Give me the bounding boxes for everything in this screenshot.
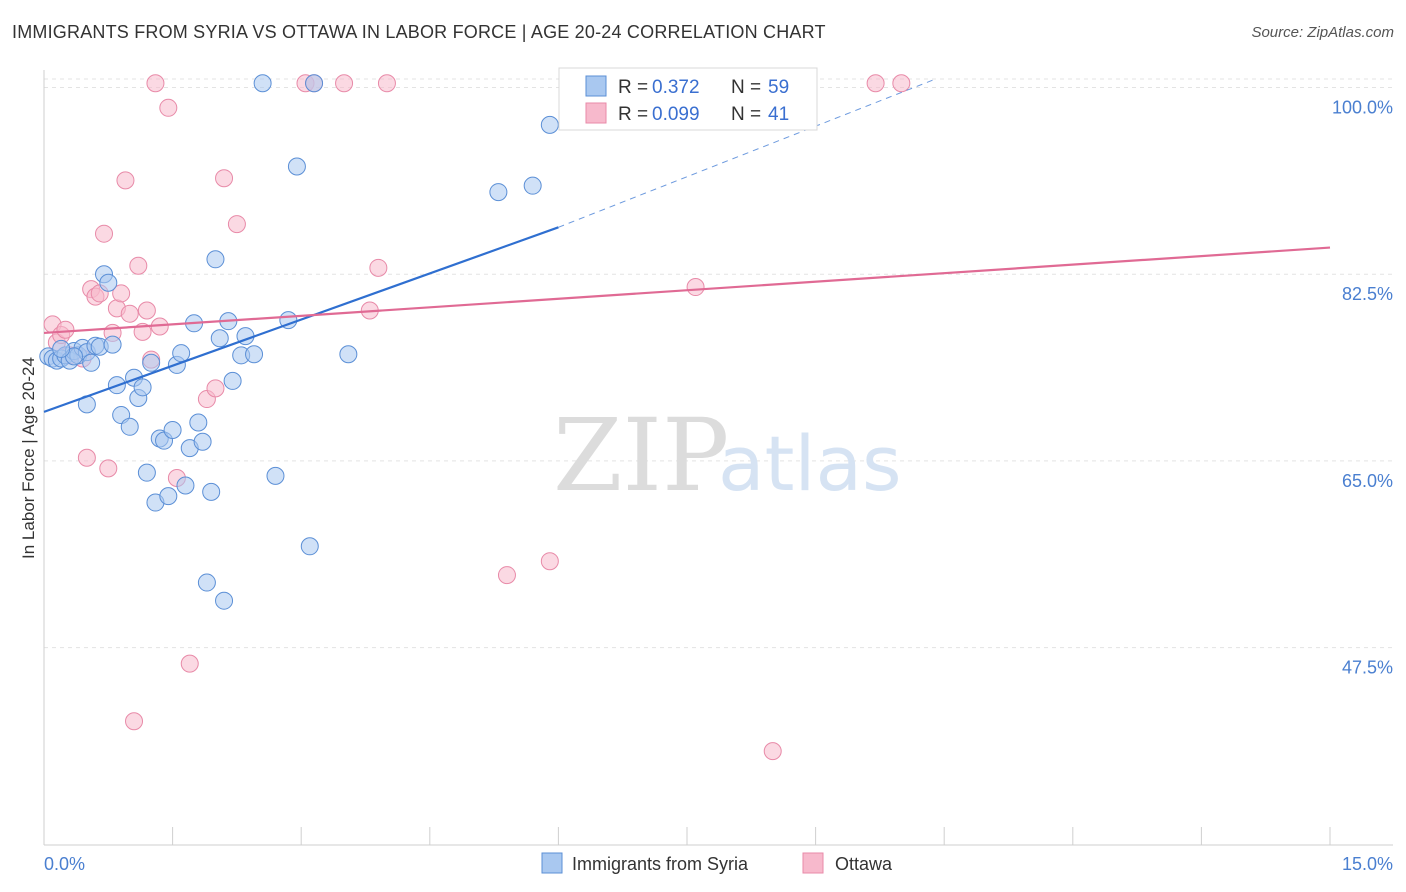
legend-swatch-blue [585, 75, 607, 97]
ottawa-point [120, 304, 139, 323]
ottawa-point [99, 459, 118, 478]
syria-point [245, 345, 264, 364]
syria-point [159, 487, 178, 506]
legend-r-label-pink: R = [618, 104, 648, 125]
ottawa-point [56, 320, 75, 339]
syria-point [215, 591, 234, 610]
y-tick-label: 47.5% [1342, 658, 1393, 678]
grid-lines [44, 78, 1393, 649]
syria-point [163, 420, 182, 439]
watermark-zip: ZIP [553, 397, 729, 514]
ottawa-point [377, 74, 396, 93]
syria-point [287, 157, 306, 176]
syria-point [142, 353, 161, 372]
ottawa-point [892, 74, 911, 93]
syria-point [197, 573, 216, 592]
ottawa-points [43, 74, 911, 761]
series-legend: Immigrants from Syria Ottawa [541, 852, 893, 874]
syria-point [103, 335, 122, 354]
y-tick-label: 82.5% [1342, 284, 1393, 304]
syria-points [39, 74, 559, 610]
ottawa-point [77, 448, 96, 467]
syria-point [305, 74, 324, 93]
ottawa-point [159, 98, 178, 117]
x-tick-label-min: 0.0% [44, 854, 85, 874]
ottawa-point [227, 215, 246, 234]
watermark-atlas: atlas [718, 419, 902, 508]
syria-trend-extension [558, 78, 936, 228]
syria-point [540, 115, 559, 134]
y-tick-label: 100.0% [1332, 98, 1393, 118]
series-legend-label-ottawa: Ottawa [835, 854, 893, 874]
syria-point [489, 183, 508, 202]
series-legend-swatch-ottawa [802, 852, 824, 874]
syria-point [120, 417, 139, 436]
syria-point [266, 466, 285, 485]
legend-r-label-blue: R = [618, 77, 648, 98]
syria-point [193, 432, 212, 451]
y-axis-label: In Labor Force | Age 20-24 [19, 357, 38, 559]
correlation-legend: R = 0.372 N = 59 R = 0.099 N = 41 [558, 67, 818, 131]
syria-point [176, 476, 195, 495]
syria-point [82, 353, 101, 372]
ottawa-point [206, 379, 225, 398]
series-legend-swatch-syria [541, 852, 563, 874]
trend-lines [43, 78, 1331, 413]
axes [43, 70, 1393, 846]
legend-n-value-blue: 59 [768, 77, 789, 98]
syria-point [189, 413, 208, 432]
ottawa-point [215, 169, 234, 188]
ottawa-point [763, 742, 782, 761]
syria-point [223, 371, 242, 390]
syria-point [52, 339, 71, 358]
x-tick-label-max: 15.0% [1342, 854, 1393, 874]
syria-point [206, 250, 225, 269]
legend-swatch-pink [585, 102, 607, 124]
series-legend-label-syria: Immigrants from Syria [572, 854, 749, 874]
ottawa-trend-line [43, 246, 1331, 335]
syria-point [172, 344, 191, 363]
ottawa-point [95, 224, 114, 243]
legend-r-value-blue: 0.372 [652, 77, 700, 98]
chart-title: IMMIGRANTS FROM SYRIA VS OTTAWA IN LABOR… [12, 22, 826, 42]
ottawa-point [686, 278, 705, 297]
y-tick-label: 65.0% [1342, 471, 1393, 491]
legend-r-value-pink: 0.099 [652, 104, 700, 125]
source-label: Source: ZipAtlas.com [1251, 24, 1394, 41]
y-tick-labels: 47.5% 65.0% 82.5% 100.0% [1332, 98, 1393, 678]
ottawa-point [180, 654, 199, 673]
syria-point [523, 176, 542, 195]
ottawa-point [129, 256, 148, 275]
legend-n-value-pink: 41 [768, 104, 789, 125]
syria-point [202, 482, 221, 501]
ottawa-point [335, 74, 354, 93]
syria-point [210, 329, 229, 348]
ottawa-point [137, 301, 156, 320]
syria-point [137, 463, 156, 482]
syria-point [99, 273, 118, 292]
syria-trend-line [43, 226, 559, 413]
ottawa-point [540, 552, 559, 571]
legend-n-label-pink: N = [731, 104, 761, 125]
ottawa-point [112, 284, 131, 303]
ottawa-point [369, 258, 388, 277]
ottawa-point [497, 566, 516, 585]
syria-point [339, 345, 358, 364]
syria-point [133, 378, 152, 397]
ottawa-point [125, 712, 144, 731]
syria-point [253, 74, 272, 93]
ottawa-point [146, 74, 165, 93]
ottawa-point [866, 74, 885, 93]
watermark: ZIP atlas [553, 397, 902, 514]
legend-n-label-blue: N = [731, 77, 761, 98]
x-ticks [43, 827, 1331, 845]
syria-point [300, 537, 319, 556]
ottawa-point [116, 171, 135, 190]
